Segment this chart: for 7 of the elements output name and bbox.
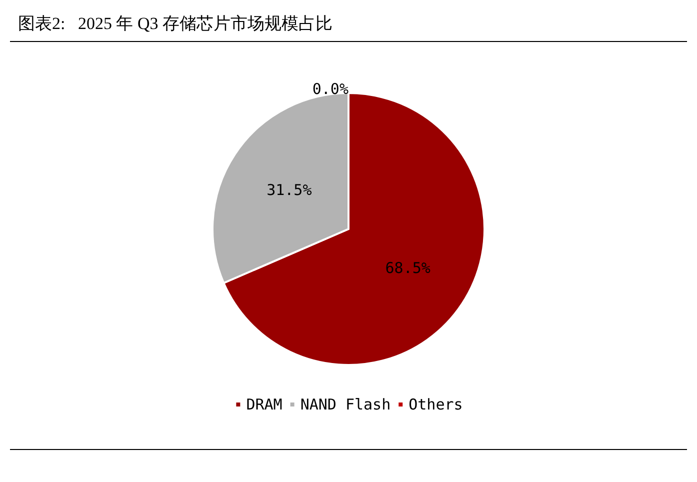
legend-label: NAND Flash bbox=[300, 396, 391, 414]
chart-title: 图表2: 2025 年 Q3 存储芯片市场规模占比 bbox=[18, 13, 332, 35]
legend-label: DRAM bbox=[246, 396, 282, 414]
text: 0.0% bbox=[312, 80, 348, 98]
data-label: 31.5% bbox=[266, 181, 312, 200]
legend-label: Others bbox=[408, 396, 463, 414]
data-label: 68.5% bbox=[385, 258, 430, 277]
